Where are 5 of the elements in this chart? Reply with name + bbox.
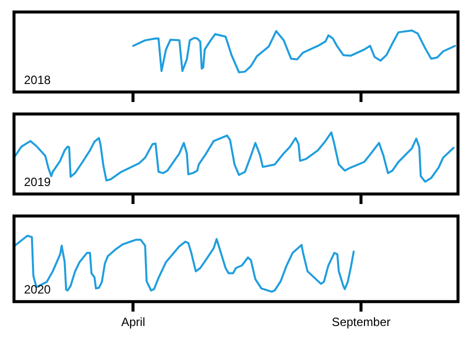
annotation: 2018 xyxy=(24,73,52,87)
x-tick-label: September xyxy=(332,315,391,330)
x-tick-label: April xyxy=(121,315,146,330)
annotation: 2020 xyxy=(24,282,52,297)
annotation: 2019 xyxy=(24,175,52,189)
